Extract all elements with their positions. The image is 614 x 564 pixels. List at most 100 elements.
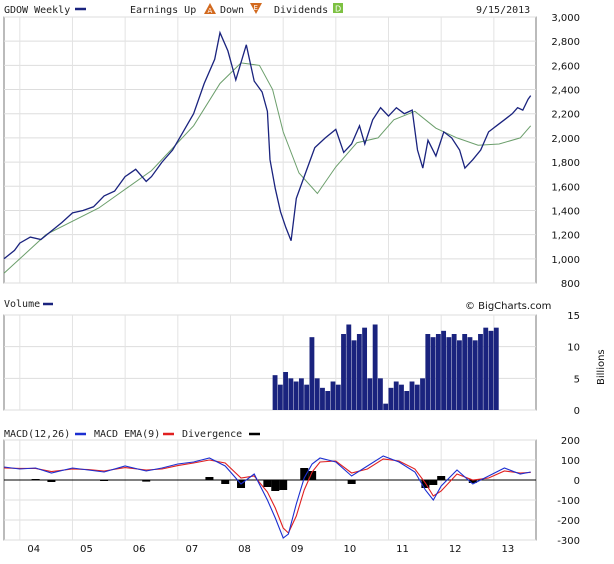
volume-bar [462,334,468,410]
volume-bar [493,327,499,410]
price-y-tick-label: 2,600 [551,61,580,72]
volume-bar [467,337,473,410]
volume-y-tick-label: 0 [574,406,580,417]
divergence-bar [347,480,356,484]
year-tick-label: 12 [449,544,462,555]
svg-text:E: E [254,4,258,12]
volume-bar [488,330,494,410]
macd-panel-frame [3,439,537,541]
volume-bar [377,378,383,410]
macd-y-tick-label: 100 [561,456,580,467]
divergence-bar [142,480,151,482]
volume-bar [451,334,457,410]
macd-grid [4,439,536,541]
volume-bar [283,372,289,410]
dividends-icon: D [333,3,343,14]
price-panel: 800 1,000 1,200 1,400 1,600 1,800 2,000 2,200 2,… [3,13,580,290]
macd-y-axis: -300 -200 -100 0 100 200 [557,436,580,547]
macd-y-tick-label: -300 [557,536,580,547]
earnings-up-icon: A [204,3,216,15]
divergence-bar [100,480,109,481]
year-tick-label: 09 [291,544,304,555]
volume-bar [483,327,489,410]
watermark: © BigCharts.com [465,301,551,312]
price-grid [4,16,536,284]
year-tick-label: 05 [80,544,93,555]
volume-bar [330,381,336,410]
price-y-tick-label: 2,200 [551,110,580,121]
macd-y-tick-label: -200 [557,516,580,527]
volume-y-tick-label: 15 [567,311,580,322]
divergence-bar [205,477,214,480]
volume-bar [346,324,352,410]
earnings-up-label: Earnings Up [130,5,196,16]
price-y-axis: 800 1,000 1,200 1,400 1,600 1,800 2,000 2,200 2,… [551,13,580,290]
volume-units-label: Billions [596,349,607,385]
volume-bar [304,384,310,410]
volume-bar [456,340,462,410]
divergence-legend-label: Divergence [182,429,242,440]
price-y-tick-label: 1,400 [551,206,580,217]
price-y-tick-label: 1,800 [551,158,580,169]
price-y-tick-label: 2,400 [551,86,580,97]
volume-bar [272,375,278,410]
svg-text:D: D [335,5,341,14]
price-y-tick-label: 1,000 [551,255,580,266]
volume-y-tick-label: 5 [574,374,580,385]
divergence-bar [429,480,438,485]
volume-bar [356,334,362,410]
time-axis: 04 05 06 07 08 09 10 11 12 13 [27,544,514,555]
macd-ema-line [3,458,531,534]
volume-label: Volume [4,299,40,310]
price-y-tick-label: 2,000 [551,134,580,145]
price-line [3,30,532,260]
year-tick-label: 04 [27,544,40,555]
volume-bar [320,387,325,410]
volume-bar [420,378,425,410]
volume-y-axis: 0 5 10 15 [567,311,580,417]
volume-bar [478,334,483,410]
chart-date: 9/15/2013 [476,5,530,16]
macd-line [3,455,531,539]
year-tick-label: 11 [396,544,409,555]
year-tick-label: 10 [343,544,356,555]
volume-bar [309,337,315,410]
volume-bar [399,384,404,410]
volume-bar [388,387,394,410]
earnings-down-label: Down [220,5,244,16]
divergence-bar [271,480,280,491]
volume-bar [472,340,478,410]
divergence-bar [263,480,272,487]
volume-bars [272,324,499,410]
divergence-bar [437,476,446,480]
macd-y-tick-label: 0 [574,476,580,487]
year-tick-label: 08 [238,544,251,555]
volume-bar [325,391,331,410]
volume-bar [341,334,346,410]
volume-bar [298,378,304,410]
price-y-tick-label: 800 [561,279,580,290]
volume-bar [441,330,447,410]
volume-bar [367,378,373,410]
price-y-tick-label: 1,200 [551,231,580,242]
moving-average-line [3,62,532,274]
volume-bar [314,378,320,410]
volume-bar [404,391,410,410]
macd-legend-label: MACD(12,26) [4,429,70,440]
divergence-bar [279,480,288,490]
divergence-bar [47,480,56,482]
volume-bar [351,340,357,410]
year-tick-label: 13 [501,544,514,555]
volume-bar [293,381,299,410]
macd-y-tick-label: 200 [561,436,580,447]
year-tick-label: 07 [185,544,198,555]
divergence-bar [300,468,309,480]
divergence-bar [221,480,230,484]
volume-bar [393,381,399,410]
svg-text:A: A [208,7,213,15]
divergence-bar [31,479,40,480]
price-y-tick-label: 2,800 [551,37,580,48]
volume-y-tick-label: 10 [567,343,580,354]
volume-bar [277,384,283,410]
chart-header: GDOW Weekly Earnings Up A Down E Dividen… [4,3,530,16]
